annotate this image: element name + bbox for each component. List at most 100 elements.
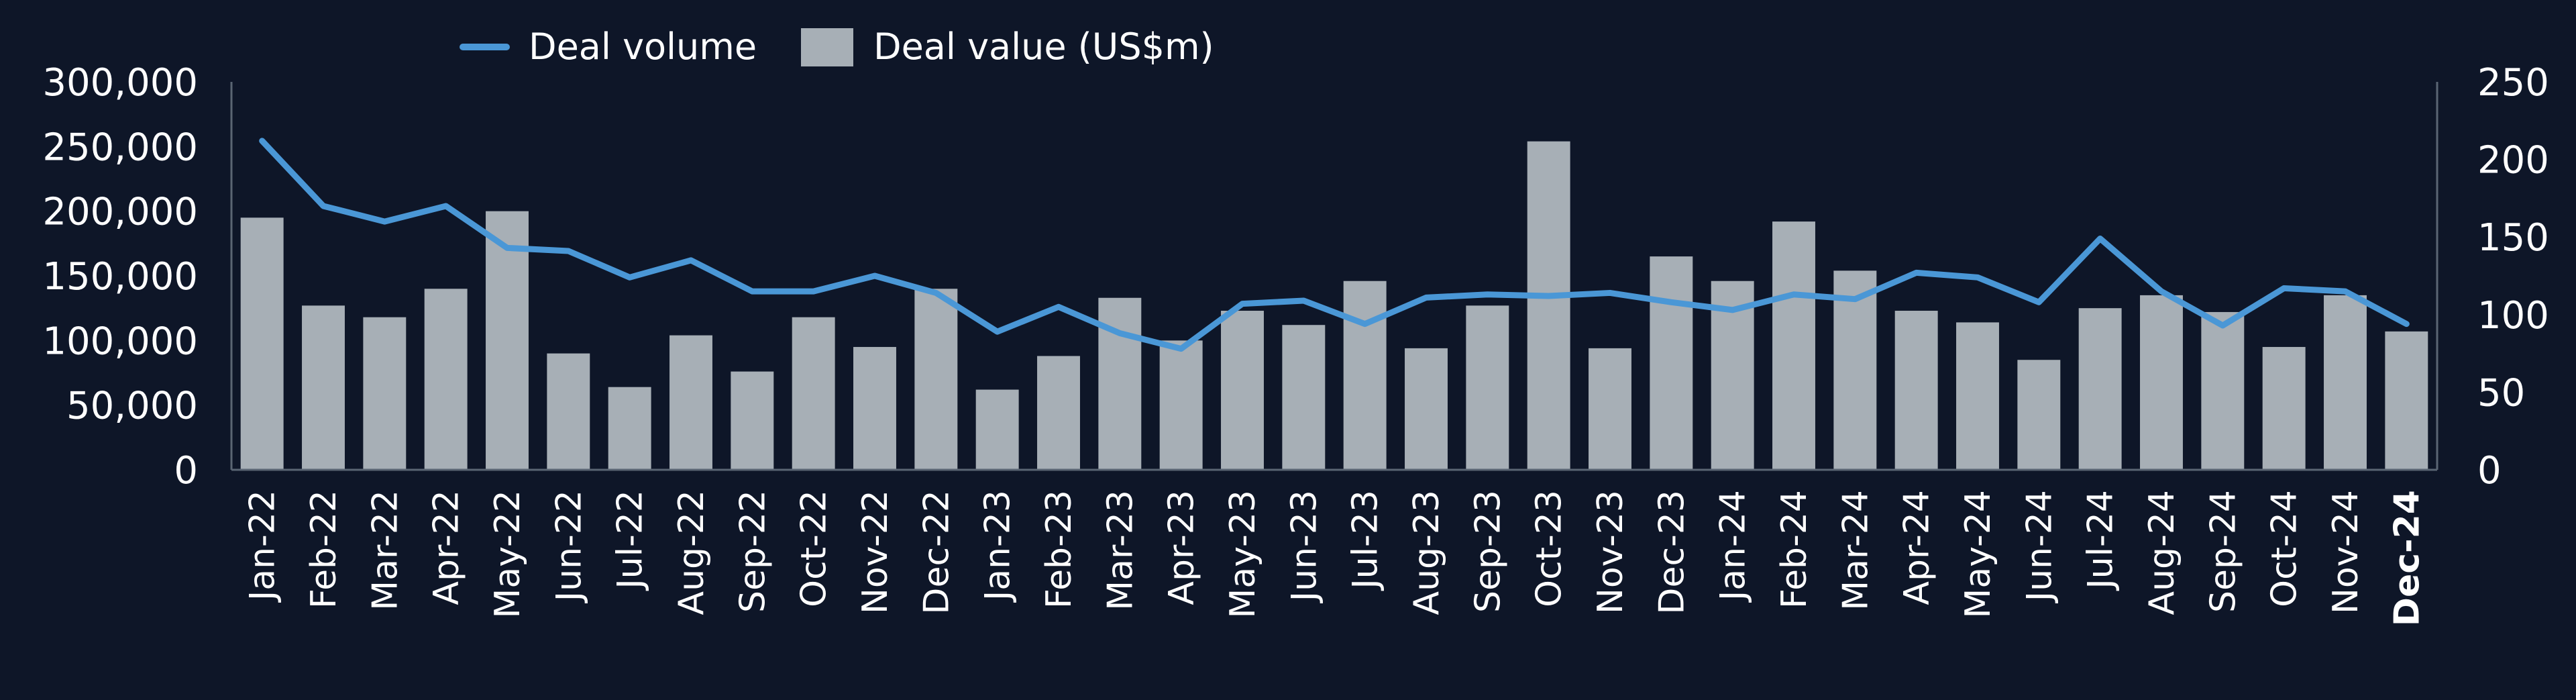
bar-mar-24 <box>1833 270 1877 470</box>
bar-dec-23 <box>1650 256 1693 470</box>
x-tick-label: Jan-22 <box>243 490 283 603</box>
x-tick-label: Jun-24 <box>2019 490 2059 603</box>
line-point-aug-23 <box>1426 297 1427 299</box>
bar-sep-24 <box>2201 311 2245 470</box>
x-tick-label: May-23 <box>1223 490 1263 619</box>
x-tick-label: Oct-22 <box>794 490 835 607</box>
bar-jan-23 <box>975 389 1019 470</box>
left-tick-label: 250,000 <box>42 126 198 169</box>
line-point-jun-23 <box>1303 299 1305 301</box>
line-point-sep-22 <box>751 291 753 293</box>
bar-feb-24 <box>1772 221 1815 470</box>
x-tick-label: Jun-22 <box>549 490 589 603</box>
line-point-apr-24 <box>1915 272 1917 274</box>
x-tick-label: Nov-23 <box>1591 490 1631 614</box>
left-tick-label: 200,000 <box>42 191 198 234</box>
legend-bar-swatch <box>801 28 853 66</box>
bar-aug-23 <box>1405 348 1448 470</box>
bar-feb-22 <box>302 305 345 470</box>
x-tick-label: Jul-23 <box>1346 490 1386 591</box>
line-point-dec-22 <box>935 292 937 294</box>
line-point-may-22 <box>506 247 508 249</box>
x-tick-label: Feb-22 <box>304 490 344 609</box>
bar-jul-24 <box>2078 308 2122 470</box>
line-point-dec-24 <box>2406 323 2408 325</box>
right-tick-label: 200 <box>2477 139 2549 183</box>
bar-apr-24 <box>1894 311 1938 470</box>
line-point-mar-22 <box>384 221 386 223</box>
x-tick-label: Dec-22 <box>916 490 957 615</box>
x-tick-label: Jul-22 <box>610 490 651 591</box>
bar-dec-24 <box>2385 331 2428 470</box>
line-point-dec-23 <box>1670 301 1672 303</box>
bar-nov-24 <box>2324 295 2367 470</box>
left-tick-label: 50,000 <box>66 385 198 428</box>
legend-label-volume: Deal volume <box>529 26 757 68</box>
x-tick-label: Mar-23 <box>1100 490 1140 611</box>
x-tick-label: Jan-23 <box>978 490 1018 603</box>
x-tick-label: Jan-24 <box>1713 490 1754 603</box>
line-point-jun-22 <box>568 250 570 252</box>
right-tick-label: 50 <box>2477 371 2525 415</box>
x-tick-label: Jun-23 <box>1284 490 1324 603</box>
bar-may-22 <box>486 211 529 470</box>
bar-apr-23 <box>1159 340 1203 470</box>
bar-jun-23 <box>1282 325 1326 470</box>
right-tick-label: 250 <box>2477 61 2549 105</box>
line-point-apr-22 <box>445 205 447 207</box>
line-point-feb-24 <box>1793 293 1794 295</box>
line-point-mar-23 <box>1119 332 1121 334</box>
right-tick-label: 150 <box>2477 216 2549 260</box>
line-point-aug-24 <box>2161 291 2162 293</box>
line-point-nov-23 <box>1609 292 1611 294</box>
x-tick-label: Dec-24 <box>2387 490 2427 626</box>
x-tick-label: Aug-23 <box>1407 490 1447 615</box>
line-point-may-24 <box>1977 277 1978 279</box>
bar-nov-23 <box>1589 348 1631 470</box>
bar-jun-24 <box>2017 360 2061 470</box>
x-tick-label: Feb-24 <box>1774 490 1815 609</box>
bar-dec-22 <box>914 289 958 470</box>
bar-aug-24 <box>2140 295 2183 470</box>
line-point-jan-23 <box>996 331 998 333</box>
x-tick-label: Mar-22 <box>365 490 405 611</box>
bar-oct-24 <box>2262 346 2306 470</box>
line-point-nov-22 <box>874 275 875 277</box>
x-tick-label: Nov-24 <box>2326 490 2366 614</box>
bar-aug-22 <box>669 335 712 470</box>
line-point-sep-24 <box>2222 324 2224 326</box>
bar-oct-23 <box>1527 141 1570 470</box>
left-tick-label: 100,000 <box>42 319 198 363</box>
line-point-jul-24 <box>2099 238 2101 240</box>
legend-label-value: Deal value (US$m) <box>873 26 1214 68</box>
line-point-oct-23 <box>1548 295 1550 297</box>
x-tick-label: Aug-22 <box>672 490 712 615</box>
right-tick-label: 0 <box>2477 449 2502 493</box>
x-tick-label: Feb-23 <box>1039 490 1079 609</box>
line-point-oct-22 <box>812 291 814 293</box>
bar-sep-23 <box>1466 305 1509 470</box>
line-point-jun-24 <box>2038 301 2040 303</box>
x-tick-label: May-24 <box>1958 490 1998 619</box>
line-point-may-23 <box>1242 303 1243 305</box>
bar-mar-22 <box>363 317 407 470</box>
line-point-feb-22 <box>323 205 324 207</box>
deal-volume-line <box>259 138 2410 352</box>
x-tick-label: Nov-22 <box>855 490 896 614</box>
line-point-nov-24 <box>2345 291 2346 293</box>
bar-jun-22 <box>547 353 590 470</box>
line-point-aug-22 <box>690 259 692 261</box>
left-tick-label: 300,000 <box>42 61 198 105</box>
line-point-jul-22 <box>629 277 631 279</box>
bar-jul-22 <box>608 387 651 470</box>
x-tick-label: Apr-22 <box>427 490 467 605</box>
bar-nov-22 <box>853 346 896 470</box>
x-tick-label: Mar-24 <box>1835 490 1876 611</box>
line-point-apr-23 <box>1180 348 1182 350</box>
bar-may-23 <box>1221 311 1264 470</box>
line-point-mar-24 <box>1854 298 1856 300</box>
right-tick-label: 100 <box>2477 294 2549 338</box>
x-tick-label: Jul-24 <box>2081 490 2121 591</box>
line-point-jul-23 <box>1364 323 1366 325</box>
